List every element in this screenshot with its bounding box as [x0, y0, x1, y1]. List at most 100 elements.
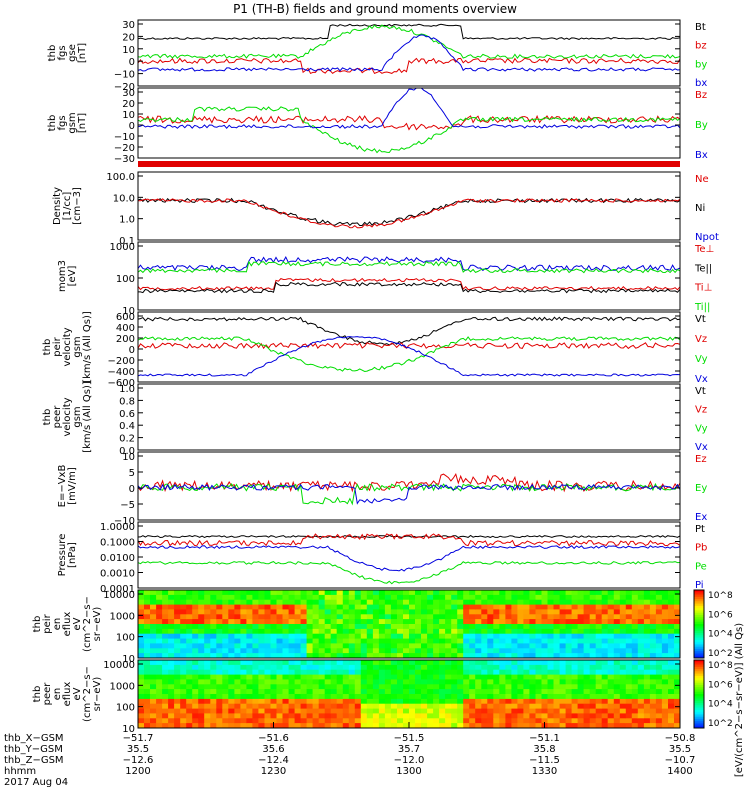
spectrogram-cell	[372, 694, 380, 700]
spectrogram-cell	[162, 653, 169, 659]
spectrogram-cell	[270, 643, 277, 649]
spectrogram-cell	[264, 708, 271, 714]
legend-Vt: Vt	[695, 386, 706, 397]
spectrogram-cell	[330, 590, 338, 596]
spectrogram-cell	[637, 614, 645, 620]
spectrogram-cell	[138, 689, 145, 695]
spectrogram-cell	[565, 638, 573, 644]
spectrogram-cell	[625, 633, 633, 640]
spectrogram-cell	[192, 708, 199, 714]
spectrogram-cell	[674, 624, 681, 630]
spectrogram-cell	[668, 684, 675, 690]
spectrogram-cell	[252, 594, 259, 601]
spectrogram-cell	[457, 718, 464, 724]
spectrogram-cell	[378, 694, 386, 700]
spectrogram-cell	[409, 694, 416, 700]
spectrogram-cell	[144, 628, 151, 635]
spectrogram-cell	[415, 689, 422, 695]
spectrogram-cell	[674, 723, 681, 729]
colorbar-cell	[694, 603, 704, 607]
spectrogram-cell	[264, 628, 271, 635]
spectrogram-cell	[674, 684, 681, 690]
spectrogram-cell	[415, 664, 422, 671]
spectrogram-cell	[240, 679, 247, 685]
spectrogram-cell	[294, 628, 302, 635]
chart-title: P1 (TH-B) fields and ground moments over…	[233, 2, 517, 16]
spectrogram-cell	[565, 624, 573, 630]
spectrogram-cell	[559, 594, 567, 601]
spectrogram-cell	[378, 660, 386, 666]
spectrogram-cell	[637, 684, 645, 690]
spectrogram-cell	[601, 609, 609, 615]
spectrogram-cell	[318, 660, 326, 666]
y-axis-label: gse	[67, 44, 78, 62]
spectrogram-cell	[198, 653, 205, 659]
spectrogram-cell	[252, 599, 259, 606]
spectrogram-cell	[535, 679, 542, 685]
spectrogram-cell	[439, 609, 446, 615]
colorbar-cell	[694, 612, 704, 616]
spectrogram-cell	[409, 703, 416, 710]
spectrogram-cell	[210, 679, 217, 685]
spectrogram-cell	[499, 633, 506, 640]
spectrogram-cell	[264, 590, 271, 596]
spectrogram-cell	[282, 628, 289, 635]
spectrogram-cell	[601, 604, 609, 610]
spectrogram-cell	[565, 703, 573, 710]
spectrogram-cell	[517, 694, 524, 700]
spectrogram-cell	[204, 614, 211, 620]
spectrogram-cell	[222, 633, 229, 640]
spectrogram-cell	[661, 643, 669, 649]
y-tick-label: 0.1	[119, 236, 135, 247]
spectrogram-cell	[186, 599, 193, 606]
spectrogram-cell	[318, 628, 326, 635]
spectrogram-cell	[469, 713, 476, 719]
y-axis-label: eV	[72, 687, 83, 700]
spectrogram-cell	[421, 689, 428, 695]
spectrogram-cell	[529, 660, 536, 666]
spectrogram-cell	[378, 674, 386, 680]
spectrogram-cell	[294, 594, 302, 601]
spectrogram-cell	[529, 689, 536, 695]
spectrogram-cell	[403, 679, 410, 685]
spectrogram-cell	[324, 609, 332, 615]
colorbar-cell	[694, 651, 704, 654]
spectrogram-cell	[342, 689, 350, 695]
spectrogram-cell	[619, 684, 627, 690]
spectrogram-cell	[324, 594, 332, 601]
y-tick-label: 10	[122, 654, 135, 665]
spectrogram-cell	[138, 723, 145, 729]
spectrogram-cell	[493, 590, 500, 596]
spectrogram-cell	[403, 664, 410, 671]
spectrogram-cell	[613, 660, 621, 666]
spectrogram-cell	[138, 604, 145, 610]
spectrogram-cell	[210, 713, 217, 719]
spectrogram-cell	[372, 679, 380, 685]
spectrogram-cell	[517, 684, 524, 690]
spectrogram-cell	[583, 664, 591, 671]
spectrogram-cell	[318, 669, 326, 676]
spectrogram-cell	[415, 694, 422, 700]
colorbar-cell	[694, 605, 704, 609]
spectrogram-cell	[511, 638, 518, 644]
series-line	[137, 277, 681, 291]
spectrogram-cell	[378, 633, 386, 640]
spectrogram-cell	[649, 669, 657, 676]
spectrogram-cell	[661, 609, 669, 615]
spectrogram-cell	[144, 609, 151, 615]
spectrogram-cell	[547, 628, 554, 635]
spectrogram-cell	[577, 689, 585, 695]
spectrogram-cell	[300, 594, 308, 601]
legend-Te⊥: Te⊥	[694, 244, 714, 255]
spectrogram-cell	[469, 643, 476, 649]
spectrogram-cell	[390, 643, 398, 649]
spectrogram-cell	[390, 698, 398, 705]
spectrogram-cell	[360, 599, 368, 606]
spectrogram-cell	[505, 614, 512, 620]
spectrogram-cell	[607, 619, 615, 625]
spectrogram-cell	[637, 660, 645, 666]
spectrogram-cell	[595, 599, 603, 606]
spectrogram-cell	[216, 638, 223, 644]
spectrogram-cell	[553, 590, 560, 596]
